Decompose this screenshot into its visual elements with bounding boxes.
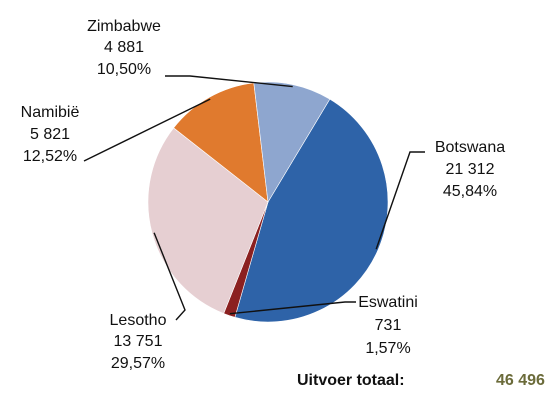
label-lesotho-value: 13 751 [114, 333, 163, 350]
pie-slice-lesotho [147, 127, 269, 314]
label-zimbabwe: Zimbabwe 4 881 10,50% [87, 18, 161, 78]
label-botswana: Botswana 21 312 45,84% [435, 139, 505, 200]
label-eswatini: Eswatini 731 1,57% [358, 294, 418, 357]
pie-slices [147, 81, 389, 323]
label-eswatini-value: 731 [375, 317, 402, 334]
label-namibie: Namibië 5 821 12,52% [21, 104, 80, 165]
label-zimbabwe-percent: 10,50% [97, 61, 151, 78]
label-namibie-value: 5 821 [30, 126, 70, 143]
label-zimbabwe-value: 4 881 [104, 39, 144, 56]
label-lesotho: Lesotho 13 751 29,57% [110, 312, 167, 372]
label-botswana-value: 21 312 [446, 161, 495, 178]
leader-line-lesotho [153, 232, 186, 321]
label-namibie-percent: 12,52% [23, 148, 77, 165]
label-lesotho-percent: 29,57% [111, 355, 165, 372]
label-botswana-name: Botswana [435, 139, 505, 156]
pie-slice-botswana [234, 98, 389, 323]
export-total: Uitvoer totaal: 46 496 [297, 372, 545, 389]
leader-line-eswatini [229, 301, 356, 315]
leader-line-botswana [375, 151, 425, 250]
label-botswana-percent: 45,84% [443, 183, 497, 200]
leader-line-namibi [83, 98, 211, 162]
label-eswatini-name: Eswatini [358, 294, 418, 311]
total-label: Uitvoer totaal: [297, 372, 405, 389]
leader-line-zimbabwe [165, 75, 293, 88]
pie-slice-namibi [173, 82, 269, 203]
label-eswatini-percent: 1,57% [365, 340, 410, 357]
leader-lines [83, 75, 425, 321]
label-lesotho-name: Lesotho [110, 312, 167, 329]
label-zimbabwe-name: Zimbabwe [87, 18, 161, 35]
label-namibie-name: Namibië [21, 104, 80, 121]
total-value: 46 496 [496, 372, 545, 389]
